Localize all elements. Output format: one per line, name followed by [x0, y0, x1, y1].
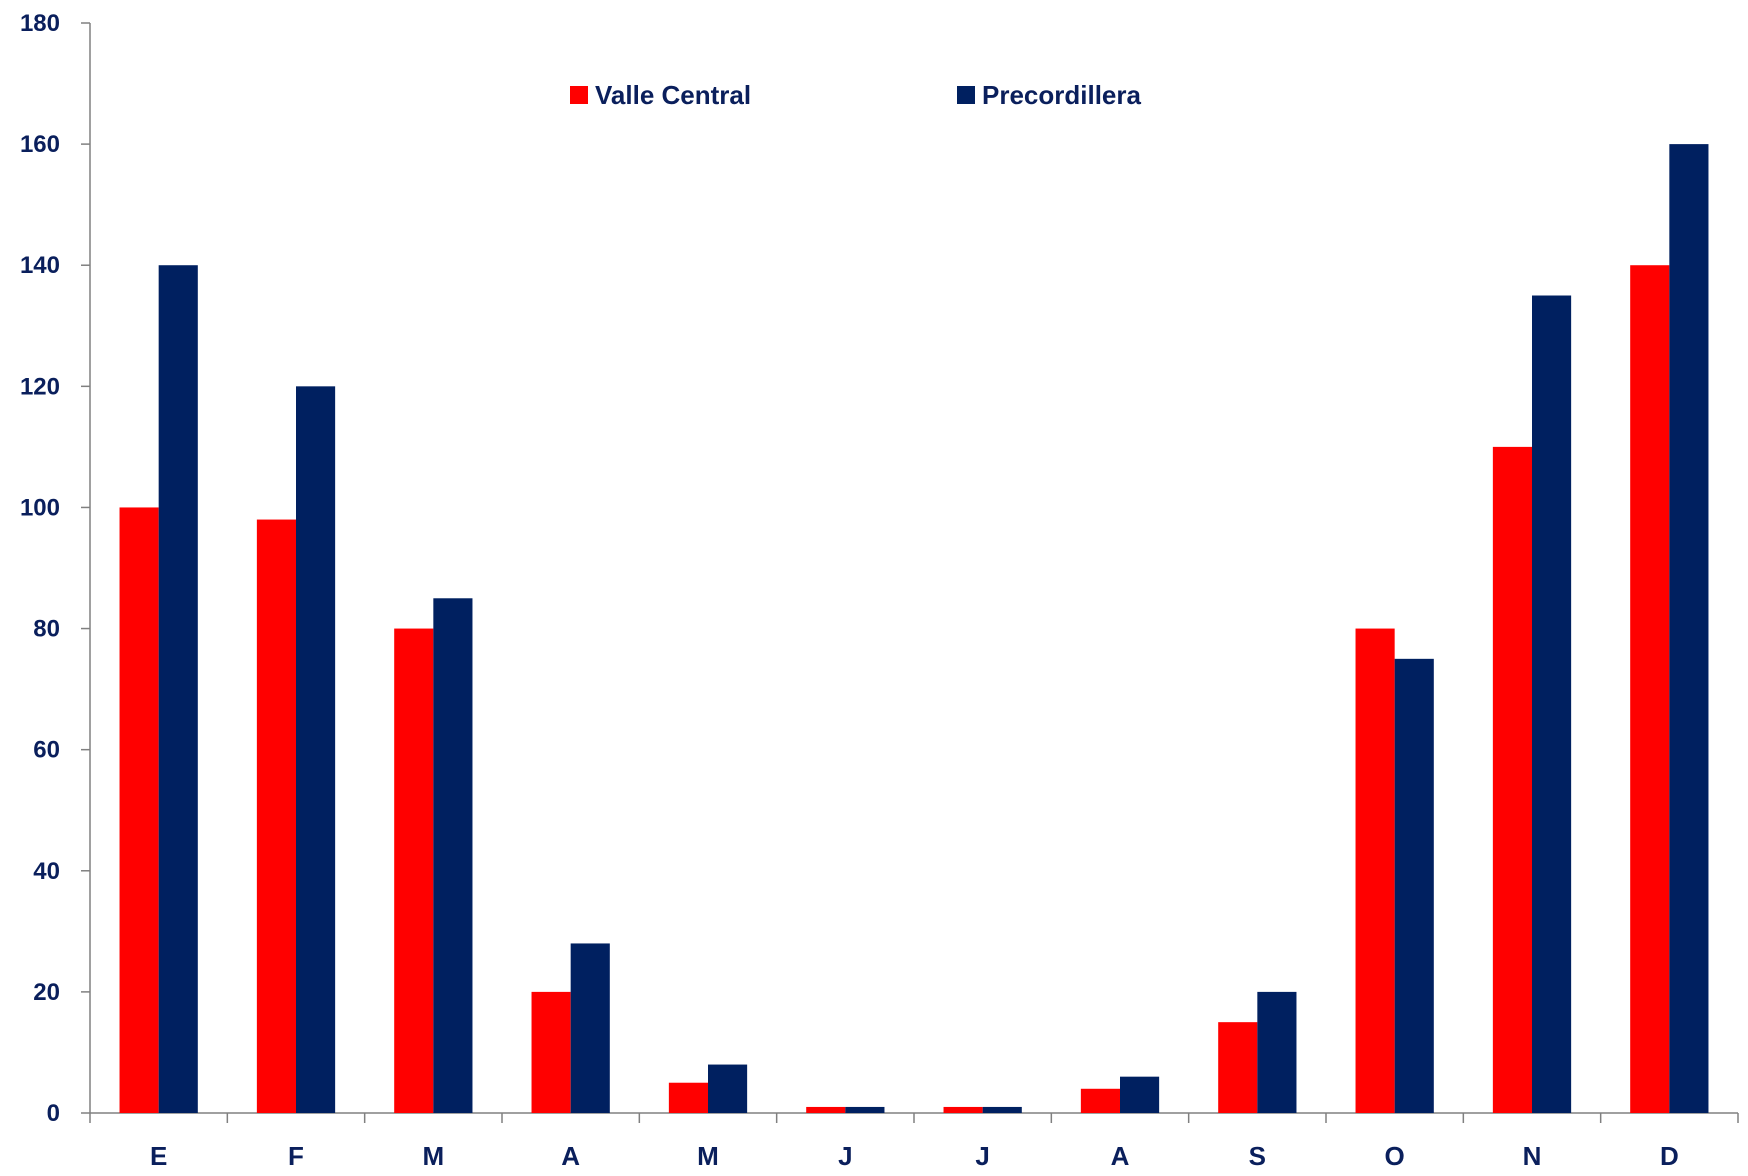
- bar-valle-central: [1218, 1022, 1258, 1113]
- bar-valle-central: [1355, 628, 1395, 1113]
- bar-precordillera: [1669, 144, 1709, 1114]
- bar-precordillera: [570, 943, 610, 1113]
- x-tick-label: S: [1249, 1141, 1266, 1171]
- bars: [119, 144, 1709, 1114]
- bar-precordillera: [1257, 991, 1297, 1113]
- bar-precordillera: [708, 1064, 748, 1113]
- bar-precordillera: [1120, 1076, 1160, 1113]
- axes: 0 20 40 60 80 100 120 140 160 180 E F M A M J J A S O N D: [20, 10, 1739, 1171]
- bar-valle-central: [668, 1082, 708, 1113]
- y-tick-label: 160: [20, 131, 60, 158]
- x-tick-label: M: [697, 1141, 719, 1171]
- bar-precordillera: [158, 265, 198, 1113]
- y-tick-label: 40: [33, 858, 60, 885]
- x-tick-label: E: [150, 1141, 167, 1171]
- bar-precordillera: [982, 1106, 1022, 1113]
- x-tick-label: M: [422, 1141, 444, 1171]
- bar-precordillera: [296, 386, 336, 1113]
- bar-valle-central: [531, 991, 571, 1113]
- x-tick-label: N: [1523, 1141, 1542, 1171]
- legend-label: Precordillera: [982, 80, 1142, 110]
- x-tick-label: J: [975, 1141, 989, 1171]
- legend-label: Valle Central: [595, 80, 751, 110]
- x-tick-label: A: [1111, 1141, 1130, 1171]
- legend-swatch: [570, 86, 588, 104]
- legend-item: Valle Central: [570, 80, 751, 110]
- y-tick-label: 80: [33, 616, 60, 643]
- x-tick-label: J: [838, 1141, 852, 1171]
- bar-valle-central: [806, 1106, 846, 1113]
- y-tick-label: 100: [20, 494, 60, 521]
- y-tick-label: 0: [47, 1100, 60, 1127]
- bar-valle-central: [1492, 446, 1532, 1113]
- bar-precordillera: [433, 598, 473, 1113]
- bar-valle-central: [943, 1106, 983, 1113]
- bar-precordillera: [1532, 295, 1572, 1113]
- y-tick-label: 60: [33, 737, 60, 764]
- legend-swatch: [957, 86, 975, 104]
- x-tick-label: F: [288, 1141, 304, 1171]
- x-tick-label: A: [561, 1141, 580, 1171]
- bar-valle-central: [1630, 265, 1670, 1113]
- bar-precordillera: [1394, 658, 1434, 1113]
- x-tick-label: D: [1660, 1141, 1679, 1171]
- bar-valle-central: [119, 507, 159, 1113]
- y-tick-label: 120: [20, 373, 60, 400]
- bar-valle-central: [256, 519, 296, 1113]
- y-tick-label: 20: [33, 979, 60, 1006]
- y-tick-label: 180: [20, 10, 60, 37]
- bar-precordillera: [845, 1106, 885, 1113]
- legend-item: Precordillera: [957, 80, 1142, 110]
- legend: Valle Central Precordillera: [570, 80, 1142, 110]
- x-tick-label: O: [1385, 1141, 1405, 1171]
- bar-valle-central: [394, 628, 434, 1113]
- bar-valle-central: [1080, 1088, 1120, 1113]
- y-tick-label: 140: [20, 252, 60, 279]
